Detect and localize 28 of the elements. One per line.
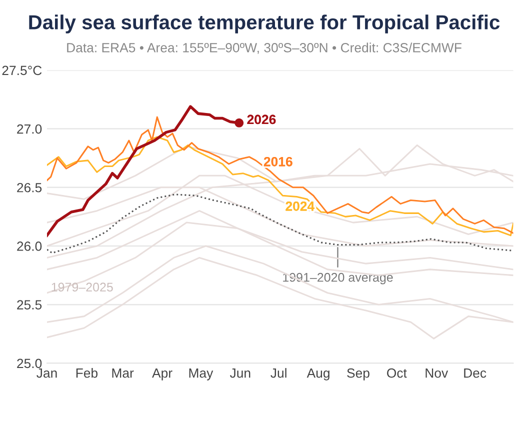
x-tick-label: Jul	[270, 368, 286, 378]
x-tick-label: Sep	[347, 368, 370, 380]
x-tick-label: Jun	[230, 368, 250, 378]
annotation: 2016	[264, 156, 292, 166]
chart-title: Daily sea surface temperature for Tropical Pacific	[29, 14, 500, 34]
annotation: 2026	[247, 114, 276, 124]
line-series	[46, 116, 514, 234]
y-tick-label: 25.0	[17, 358, 42, 368]
x-tick-label: Apr	[152, 368, 172, 380]
line-series	[46, 194, 514, 254]
y-tick-label: 25.5	[17, 300, 42, 310]
x-tick-label: Dec	[464, 368, 486, 378]
y-tick-label: 27.0	[17, 124, 42, 134]
x-tick-label: Aug	[306, 368, 330, 380]
x-tick-label: Oct	[387, 368, 407, 378]
y-tick-label: 26.0	[17, 242, 42, 251]
x-tick-label: Mar	[112, 368, 134, 378]
y-tick-label: 26.5	[17, 182, 42, 192]
chart-subtitle: Data: ERA5 • Area: 155ºE–90ºW, 30ºS–30ºN • Credit: C3S/ECMWF	[67, 42, 462, 54]
annotation: 2024	[286, 202, 315, 211]
y-tick-label: 27.5°C	[2, 66, 42, 76]
line-series	[46, 136, 514, 236]
x-tick-label: Feb	[76, 368, 98, 378]
annotation: 1979–2025	[52, 282, 113, 292]
x-tick-label: Nov	[426, 368, 448, 378]
x-tick-label: May	[189, 368, 214, 380]
annotation: 1991–2020 average	[283, 272, 393, 284]
x-tick-label: Jan	[36, 368, 57, 378]
